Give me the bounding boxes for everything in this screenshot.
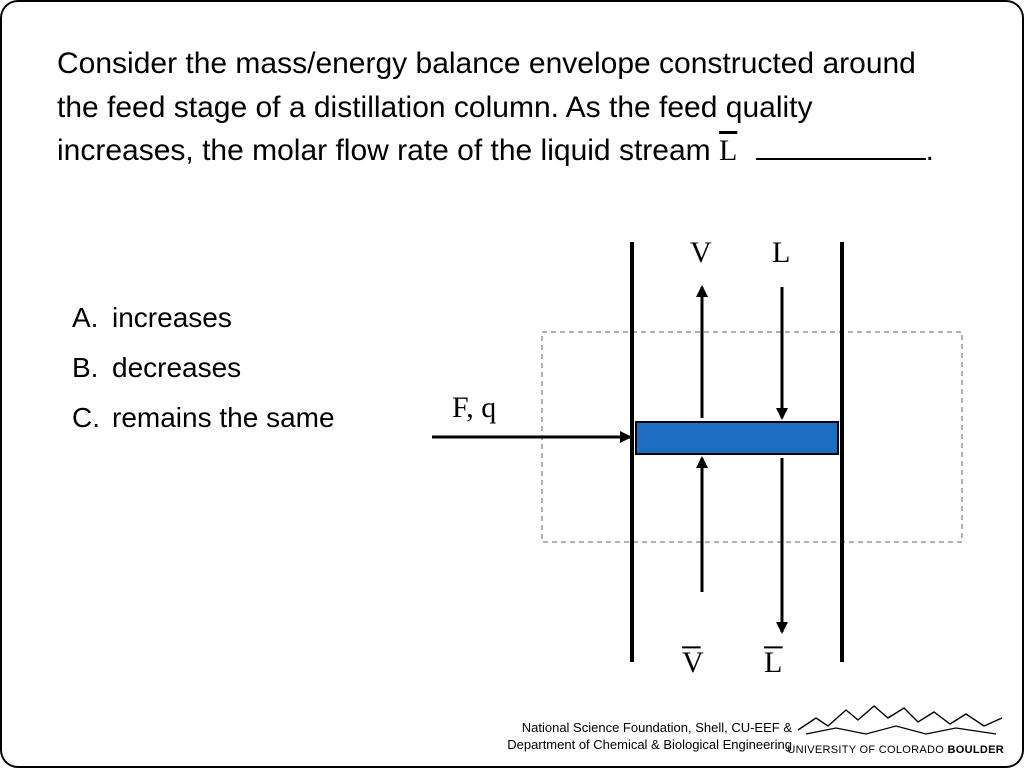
svg-text:V: V (690, 236, 712, 269)
option-a: A. increases (72, 302, 335, 334)
option-letter: C. (72, 402, 112, 434)
cub-prefix: UNIVERSITY OF COLORADO (787, 744, 947, 756)
question-period: . (926, 134, 934, 167)
credits-line-1: National Science Foundation, Shell, CU-E… (507, 720, 792, 737)
option-letter: B. (72, 352, 112, 384)
feed-stage-diagram: F, q V L V L (422, 232, 982, 702)
option-text: remains the same (112, 402, 335, 434)
svg-text:L: L (764, 646, 782, 679)
option-text: increases (112, 302, 232, 334)
cu-boulder-wordmark: UNIVERSITY OF COLORADO BOULDER (787, 744, 1004, 756)
lbar-symbol: L (719, 134, 737, 167)
answer-options: A. increases B. decreases C. remains the… (72, 302, 335, 452)
svg-text:V: V (682, 646, 704, 679)
credits-line-2: Department of Chemical & Biological Engi… (507, 737, 792, 754)
option-c: C. remains the same (72, 402, 335, 434)
mountain-icon (796, 698, 1006, 738)
slide-frame: Consider the mass/energy balance envelop… (0, 0, 1024, 768)
cub-bold: BOULDER (948, 744, 1005, 756)
svg-text:L: L (772, 236, 790, 269)
svg-text:F, q: F, q (452, 391, 496, 424)
option-letter: A. (72, 302, 112, 334)
question-text: Consider the mass/energy balance envelop… (57, 42, 937, 173)
question-prefix: Consider the mass/energy balance envelop… (57, 47, 916, 167)
option-b: B. decreases (72, 352, 335, 384)
option-text: decreases (112, 352, 241, 384)
blank-line (756, 158, 926, 160)
footer-credits: National Science Foundation, Shell, CU-E… (507, 720, 792, 754)
